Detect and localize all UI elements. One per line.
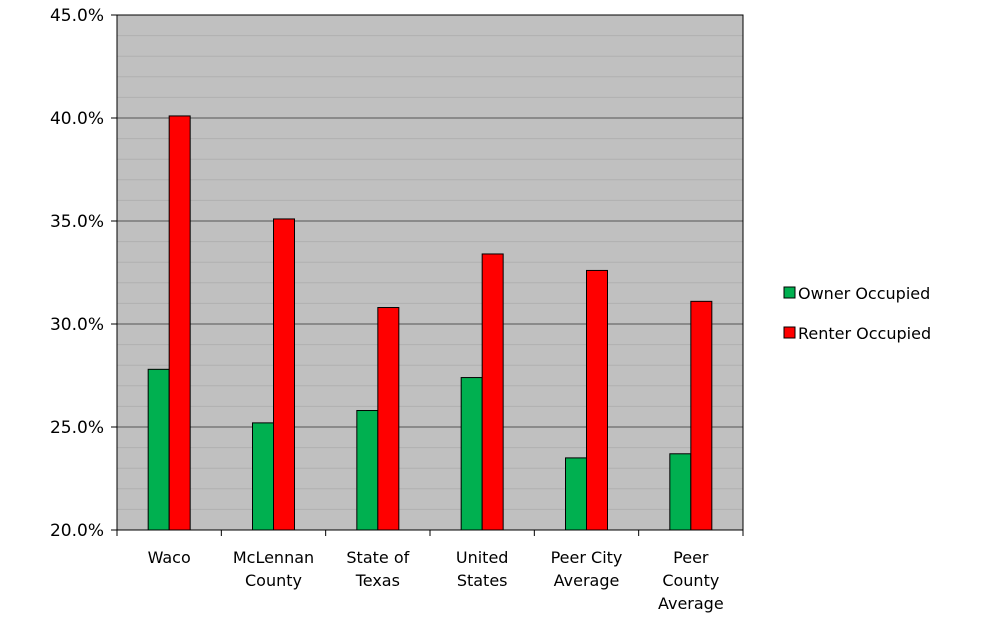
x-tick-label: County: [662, 571, 719, 590]
legend-swatch: [783, 286, 796, 299]
y-tick-label: 45.0%: [50, 6, 104, 26]
plot-area: [117, 15, 743, 530]
bar: [669, 453, 692, 531]
x-tick-label: States: [457, 571, 508, 590]
legend-label: Owner Occupied: [798, 284, 930, 303]
x-tick-label: Average: [658, 594, 724, 613]
y-tick-label: 30.0%: [50, 315, 104, 335]
bar: [586, 269, 608, 531]
bar: [565, 457, 587, 531]
y-tick-label: 20.0%: [50, 521, 104, 541]
x-tick-label: United: [456, 548, 509, 567]
bar: [690, 300, 713, 531]
legend-label: Renter Occupied: [798, 324, 931, 343]
legend-swatch: [783, 326, 796, 339]
bar: [481, 253, 504, 531]
x-tick-label: Waco: [148, 548, 191, 567]
bar: [460, 377, 483, 531]
x-tick-label: Texas: [355, 571, 400, 590]
x-tick-label: Peer: [673, 548, 709, 567]
bar: [252, 422, 274, 531]
bar: [147, 368, 170, 531]
x-tick-label: McLennan: [233, 548, 314, 567]
x-tick-label: County: [245, 571, 302, 590]
x-tick-label: State of: [346, 548, 409, 567]
y-tick-label: 25.0%: [50, 418, 104, 438]
bar: [377, 307, 400, 531]
y-tick-label: 40.0%: [50, 109, 104, 129]
x-tick-label: Peer City: [551, 548, 623, 567]
bar: [273, 218, 295, 531]
x-tick-label: Average: [554, 571, 620, 590]
y-tick-label: 35.0%: [50, 212, 104, 232]
bar: [356, 410, 379, 531]
bar: [168, 115, 191, 531]
